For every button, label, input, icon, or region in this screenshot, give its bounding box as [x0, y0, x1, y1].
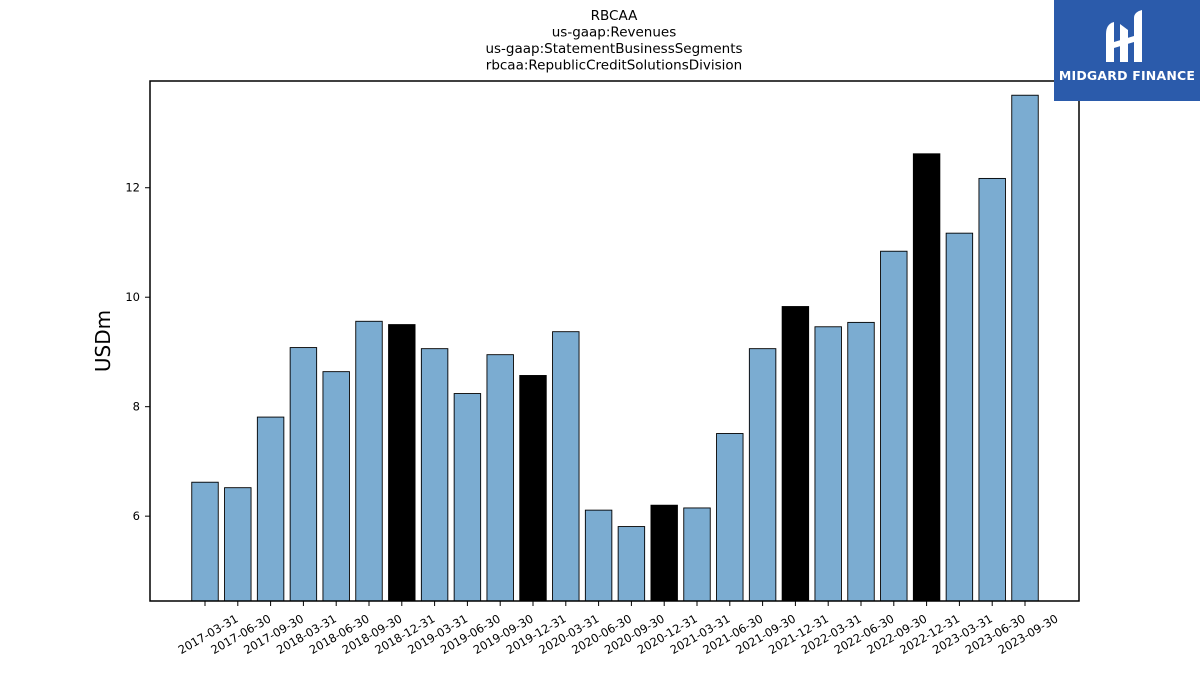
y-tick-label: 12	[125, 181, 140, 195]
bar	[584, 509, 613, 602]
bar	[519, 375, 547, 602]
chart-title-line: RBCAA	[591, 8, 638, 24]
bar	[880, 250, 908, 602]
bar	[814, 326, 842, 602]
bar	[912, 153, 941, 602]
x-axis: 2017-03-312017-06-302017-09-302018-03-31…	[176, 601, 1061, 657]
bar	[191, 481, 219, 602]
bar	[486, 354, 514, 602]
bar	[322, 371, 350, 602]
y-tick-label: 10	[125, 290, 140, 304]
bar	[453, 393, 482, 602]
y-tick-label: 8	[133, 400, 140, 414]
bar	[224, 487, 252, 602]
bar	[420, 348, 449, 602]
bar	[748, 348, 777, 602]
bar	[388, 324, 416, 602]
y-axis: 6 8 10 12	[125, 181, 150, 523]
bar	[355, 320, 383, 602]
plot-frame	[149, 80, 1080, 602]
bar	[1011, 94, 1039, 602]
chart-title: RBCAAus-gaap:Revenuesus-gaap:StatementBu…	[485, 8, 742, 74]
logo-text: MIDGARD FINANCE	[1058, 68, 1196, 83]
bar	[978, 177, 1006, 602]
bar	[683, 507, 711, 602]
bar	[945, 232, 974, 602]
bar	[781, 306, 810, 602]
y-tick-label: 6	[133, 509, 140, 523]
bars	[191, 94, 1039, 602]
chart-title-line: rbcaa:RepublicCreditSolutionsDivision	[486, 58, 742, 74]
bar	[650, 504, 678, 602]
bar	[552, 331, 580, 602]
y-axis-label: USDm	[91, 310, 115, 372]
logo-mark-icon	[1106, 10, 1142, 62]
chart-title-line: us-gaap:StatementBusinessSegments	[485, 41, 742, 57]
bar	[847, 321, 875, 602]
midgard-finance-logo: MIDGARD FINANCE	[1054, 0, 1200, 101]
bar	[289, 347, 318, 602]
chart-title-line: us-gaap:Revenues	[552, 25, 677, 41]
bar	[256, 416, 285, 602]
bar	[617, 526, 646, 602]
bar	[716, 433, 744, 602]
